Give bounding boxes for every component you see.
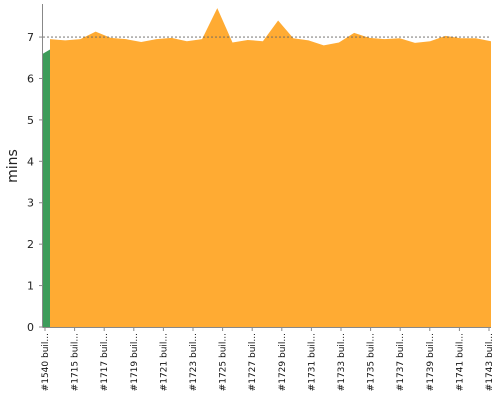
x-tick-label-13: #1739 buil... — [426, 333, 436, 391]
x-tick-label-3: #1719 buil... — [130, 333, 140, 391]
y-axis-title: mins — [5, 149, 21, 183]
area-green — [43, 49, 50, 327]
x-tick-label-15: #1743 buil... — [485, 333, 495, 391]
axes — [42, 4, 491, 328]
area-orange — [50, 8, 491, 328]
x-tick-label-5: #1723 buil... — [189, 333, 199, 391]
y-tick-label-1: 1 — [27, 280, 34, 293]
area-series — [43, 8, 491, 328]
x-tick-label-0: #1540 buil... — [41, 333, 51, 391]
x-tick-label-2: #1717 buil... — [100, 333, 110, 391]
y-tick-label-6: 6 — [27, 72, 34, 85]
x-tick-label-11: #1735 buil... — [367, 333, 377, 391]
x-tick-label-9: #1731 buil... — [307, 333, 317, 391]
x-tick-label-7: #1727 buil... — [248, 333, 258, 391]
x-tick-label-8: #1729 buil... — [278, 333, 288, 391]
x-tick-label-12: #1737 buil... — [396, 333, 406, 391]
y-tick-label-7: 7 — [27, 31, 34, 44]
x-tick-label-6: #1725 buil... — [219, 333, 229, 391]
x-tick-label-14: #1741 buil... — [455, 333, 465, 391]
x-tick-label-10: #1733 buil... — [337, 333, 347, 391]
x-tick-labels: #1540 buil... #1715 buil... #1717 buil... #… — [41, 327, 495, 391]
y-tick-label-3: 3 — [27, 197, 34, 210]
x-tick-label-4: #1721 buil... — [159, 333, 169, 391]
x-tick-label-1: #1715 buil... — [71, 333, 81, 391]
y-tick-label-4: 4 — [27, 155, 34, 168]
y-tick-labels: 0 1 2 3 4 5 6 7 — [27, 31, 43, 334]
y-tick-label-5: 5 — [27, 114, 34, 127]
y-tick-label-2: 2 — [27, 238, 34, 251]
y-tick-label-0: 0 — [27, 321, 34, 334]
